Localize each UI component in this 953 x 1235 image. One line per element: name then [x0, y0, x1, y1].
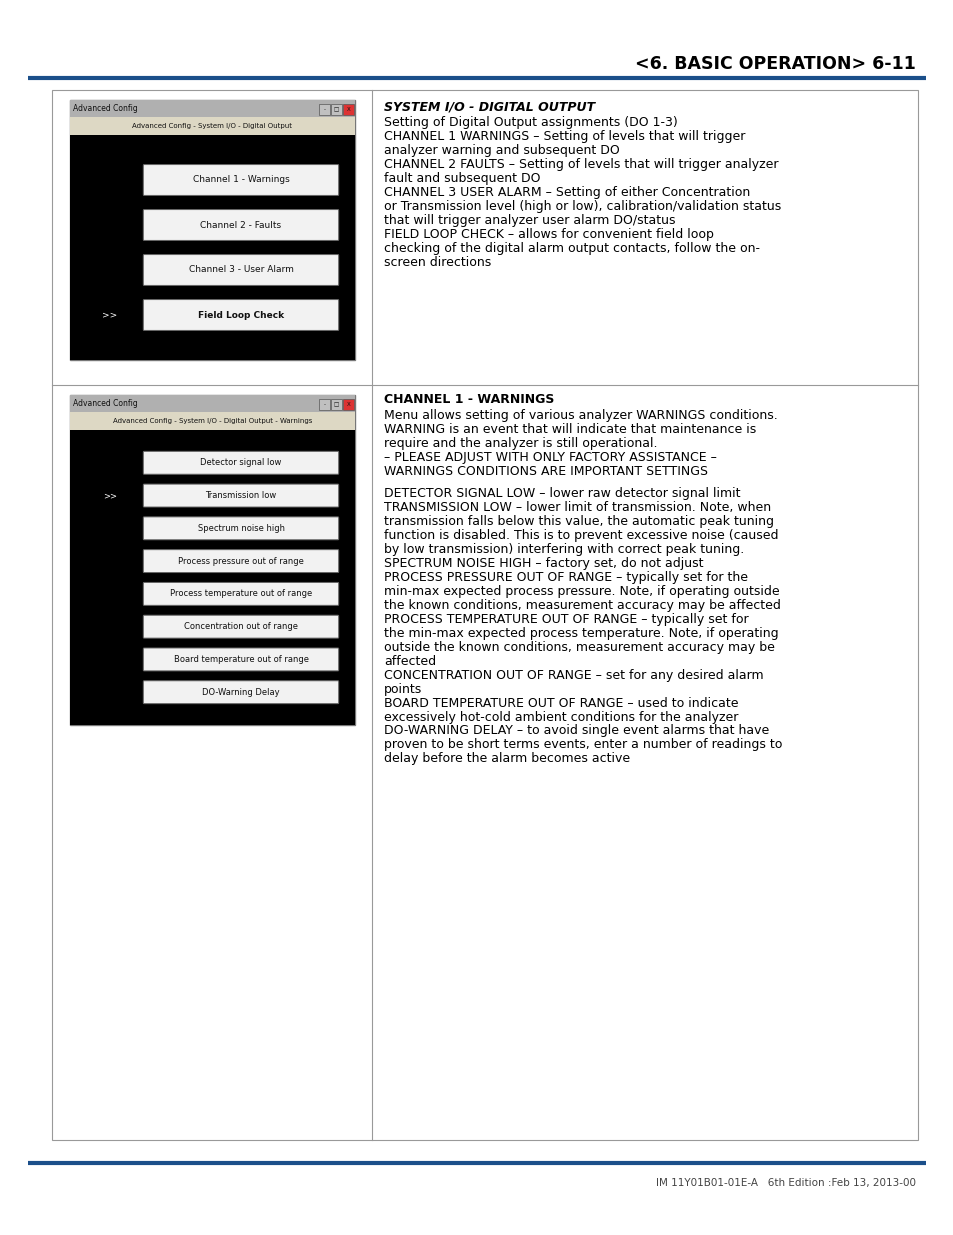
Text: Process temperature out of range: Process temperature out of range	[170, 589, 312, 599]
Text: CHANNEL 1 - WARNINGS: CHANNEL 1 - WARNINGS	[384, 393, 554, 406]
Text: -: -	[323, 107, 325, 112]
Text: points: points	[384, 683, 422, 695]
FancyBboxPatch shape	[143, 648, 338, 671]
Text: SYSTEM I/O - DIGITAL OUTPUT: SYSTEM I/O - DIGITAL OUTPUT	[384, 100, 595, 112]
Text: Field Loop Check: Field Loop Check	[197, 310, 284, 320]
Text: outside the known conditions, measurement accuracy may be: outside the known conditions, measuremen…	[384, 641, 774, 653]
Text: PROCESS TEMPERATURE OUT OF RANGE – typically set for: PROCESS TEMPERATURE OUT OF RANGE – typic…	[384, 613, 748, 626]
Text: >>: >>	[102, 310, 117, 320]
Bar	[70, 412, 355, 430]
Text: Spectrum noise high: Spectrum noise high	[197, 524, 284, 532]
Text: WARNING is an event that will indicate that maintenance is: WARNING is an event that will indicate t…	[384, 424, 756, 436]
Text: SPECTRUM NOISE HIGH – factory set, do not adjust: SPECTRUM NOISE HIGH – factory set, do no…	[384, 557, 702, 571]
FancyBboxPatch shape	[143, 680, 338, 704]
Text: affected: affected	[384, 655, 436, 668]
Text: X: X	[346, 107, 350, 112]
Text: Advanced Config: Advanced Config	[73, 104, 137, 112]
Bar	[70, 395, 355, 725]
Text: CHANNEL 1 WARNINGS – Setting of levels that will trigger: CHANNEL 1 WARNINGS – Setting of levels t…	[384, 130, 744, 143]
Bar	[331, 399, 341, 410]
Text: Menu allows setting of various analyzer WARNINGS conditions.: Menu allows setting of various analyzer …	[384, 409, 777, 422]
Bar	[70, 100, 355, 117]
Text: or Transmission level (high or low), calibration/validation status: or Transmission level (high or low), cal…	[384, 200, 781, 212]
Text: IM 11Y01B01-01E-A   6th Edition :Feb 13, 2013-00: IM 11Y01B01-01E-A 6th Edition :Feb 13, 2…	[656, 1178, 915, 1188]
Text: excessively hot-cold ambient conditions for the analyzer: excessively hot-cold ambient conditions …	[384, 710, 738, 724]
Text: Advanced Config: Advanced Config	[73, 399, 137, 408]
Text: require and the analyzer is still operational.: require and the analyzer is still operat…	[384, 437, 657, 450]
Text: BOARD TEMPERATURE OUT OF RANGE – used to indicate: BOARD TEMPERATURE OUT OF RANGE – used to…	[384, 697, 738, 710]
FancyBboxPatch shape	[143, 451, 338, 474]
Bar	[70, 100, 355, 359]
Text: min-max expected process pressure. Note, if operating outside: min-max expected process pressure. Note,…	[384, 585, 779, 598]
Text: – PLEASE ADJUST WITH ONLY FACTORY ASSISTANCE –: – PLEASE ADJUST WITH ONLY FACTORY ASSIST…	[384, 451, 716, 464]
Text: fault and subsequent DO: fault and subsequent DO	[384, 172, 540, 185]
Text: DO-Warning Delay: DO-Warning Delay	[202, 688, 279, 697]
Bar	[70, 430, 355, 725]
FancyBboxPatch shape	[143, 517, 338, 540]
FancyBboxPatch shape	[143, 210, 338, 241]
Text: CHANNEL 3 USER ALARM – Setting of either Concentration: CHANNEL 3 USER ALARM – Setting of either…	[384, 186, 749, 199]
Text: Advanced Config - System I/O - Digital Output: Advanced Config - System I/O - Digital O…	[132, 124, 293, 128]
Bar	[331, 104, 341, 115]
Text: CHANNEL 2 FAULTS – Setting of levels that will trigger analyzer: CHANNEL 2 FAULTS – Setting of levels tha…	[384, 158, 778, 172]
Text: Channel 3 - User Alarm: Channel 3 - User Alarm	[189, 266, 294, 274]
Text: by low transmission) interfering with correct peak tuning.: by low transmission) interfering with co…	[384, 543, 743, 556]
Text: Board temperature out of range: Board temperature out of range	[173, 655, 308, 664]
Text: Concentration out of range: Concentration out of range	[184, 622, 297, 631]
Text: the min-max expected process temperature. Note, if operating: the min-max expected process temperature…	[384, 627, 778, 640]
Text: <6. BASIC OPERATION> 6-11: <6. BASIC OPERATION> 6-11	[635, 56, 915, 73]
Text: -: -	[323, 403, 325, 408]
Text: checking of the digital alarm output contacts, follow the on-: checking of the digital alarm output con…	[384, 242, 760, 254]
Text: transmission falls below this value, the automatic peak tuning: transmission falls below this value, the…	[384, 515, 773, 529]
Text: analyzer warning and subsequent DO: analyzer warning and subsequent DO	[384, 144, 619, 157]
Bar	[70, 117, 355, 135]
Bar	[52, 90, 917, 1140]
Text: FIELD LOOP CHECK – allows for convenient field loop: FIELD LOOP CHECK – allows for convenient…	[384, 227, 713, 241]
Text: X: X	[346, 403, 350, 408]
Bar	[343, 104, 354, 115]
Text: proven to be short terms events, enter a number of readings to: proven to be short terms events, enter a…	[384, 739, 781, 751]
Text: □: □	[334, 107, 338, 112]
FancyBboxPatch shape	[143, 583, 338, 605]
Text: Transmission low: Transmission low	[205, 492, 276, 500]
FancyBboxPatch shape	[143, 164, 338, 195]
Bar	[318, 104, 330, 115]
Text: delay before the alarm becomes active: delay before the alarm becomes active	[384, 752, 630, 766]
Bar	[343, 399, 354, 410]
Text: Advanced Config - System I/O - Digital Output - Warnings: Advanced Config - System I/O - Digital O…	[112, 417, 312, 424]
Bar	[70, 395, 355, 412]
Text: WARNINGS CONDITIONS ARE IMPORTANT SETTINGS: WARNINGS CONDITIONS ARE IMPORTANT SETTIN…	[384, 466, 707, 478]
Text: screen directions: screen directions	[384, 256, 491, 269]
Text: Setting of Digital Output assignments (DO 1-3): Setting of Digital Output assignments (D…	[384, 116, 677, 130]
Text: function is disabled. This is to prevent excessive noise (caused: function is disabled. This is to prevent…	[384, 529, 778, 542]
Text: TRANSMISSION LOW – lower limit of transmission. Note, when: TRANSMISSION LOW – lower limit of transm…	[384, 501, 770, 514]
Text: >>: >>	[103, 492, 117, 500]
FancyBboxPatch shape	[143, 550, 338, 573]
Text: that will trigger analyzer user alarm DO/status: that will trigger analyzer user alarm DO…	[384, 214, 675, 227]
Text: CONCENTRATION OUT OF RANGE – set for any desired alarm: CONCENTRATION OUT OF RANGE – set for any…	[384, 668, 762, 682]
FancyBboxPatch shape	[143, 484, 338, 508]
Text: □: □	[334, 403, 338, 408]
Bar	[70, 135, 355, 359]
FancyBboxPatch shape	[143, 254, 338, 285]
Text: PROCESS PRESSURE OUT OF RANGE – typically set for the: PROCESS PRESSURE OUT OF RANGE – typicall…	[384, 571, 747, 584]
Text: Process pressure out of range: Process pressure out of range	[178, 557, 304, 566]
Text: the known conditions, measurement accuracy may be affected: the known conditions, measurement accura…	[384, 599, 781, 611]
FancyBboxPatch shape	[143, 615, 338, 638]
Text: DETECTOR SIGNAL LOW – lower raw detector signal limit: DETECTOR SIGNAL LOW – lower raw detector…	[384, 488, 740, 500]
Text: Channel 2 - Faults: Channel 2 - Faults	[200, 221, 281, 230]
Text: DO-WARNING DELAY – to avoid single event alarms that have: DO-WARNING DELAY – to avoid single event…	[384, 725, 768, 737]
Text: Detector signal low: Detector signal low	[200, 458, 281, 467]
Bar	[318, 399, 330, 410]
Text: Channel 1 - Warnings: Channel 1 - Warnings	[193, 175, 289, 184]
FancyBboxPatch shape	[143, 300, 338, 331]
